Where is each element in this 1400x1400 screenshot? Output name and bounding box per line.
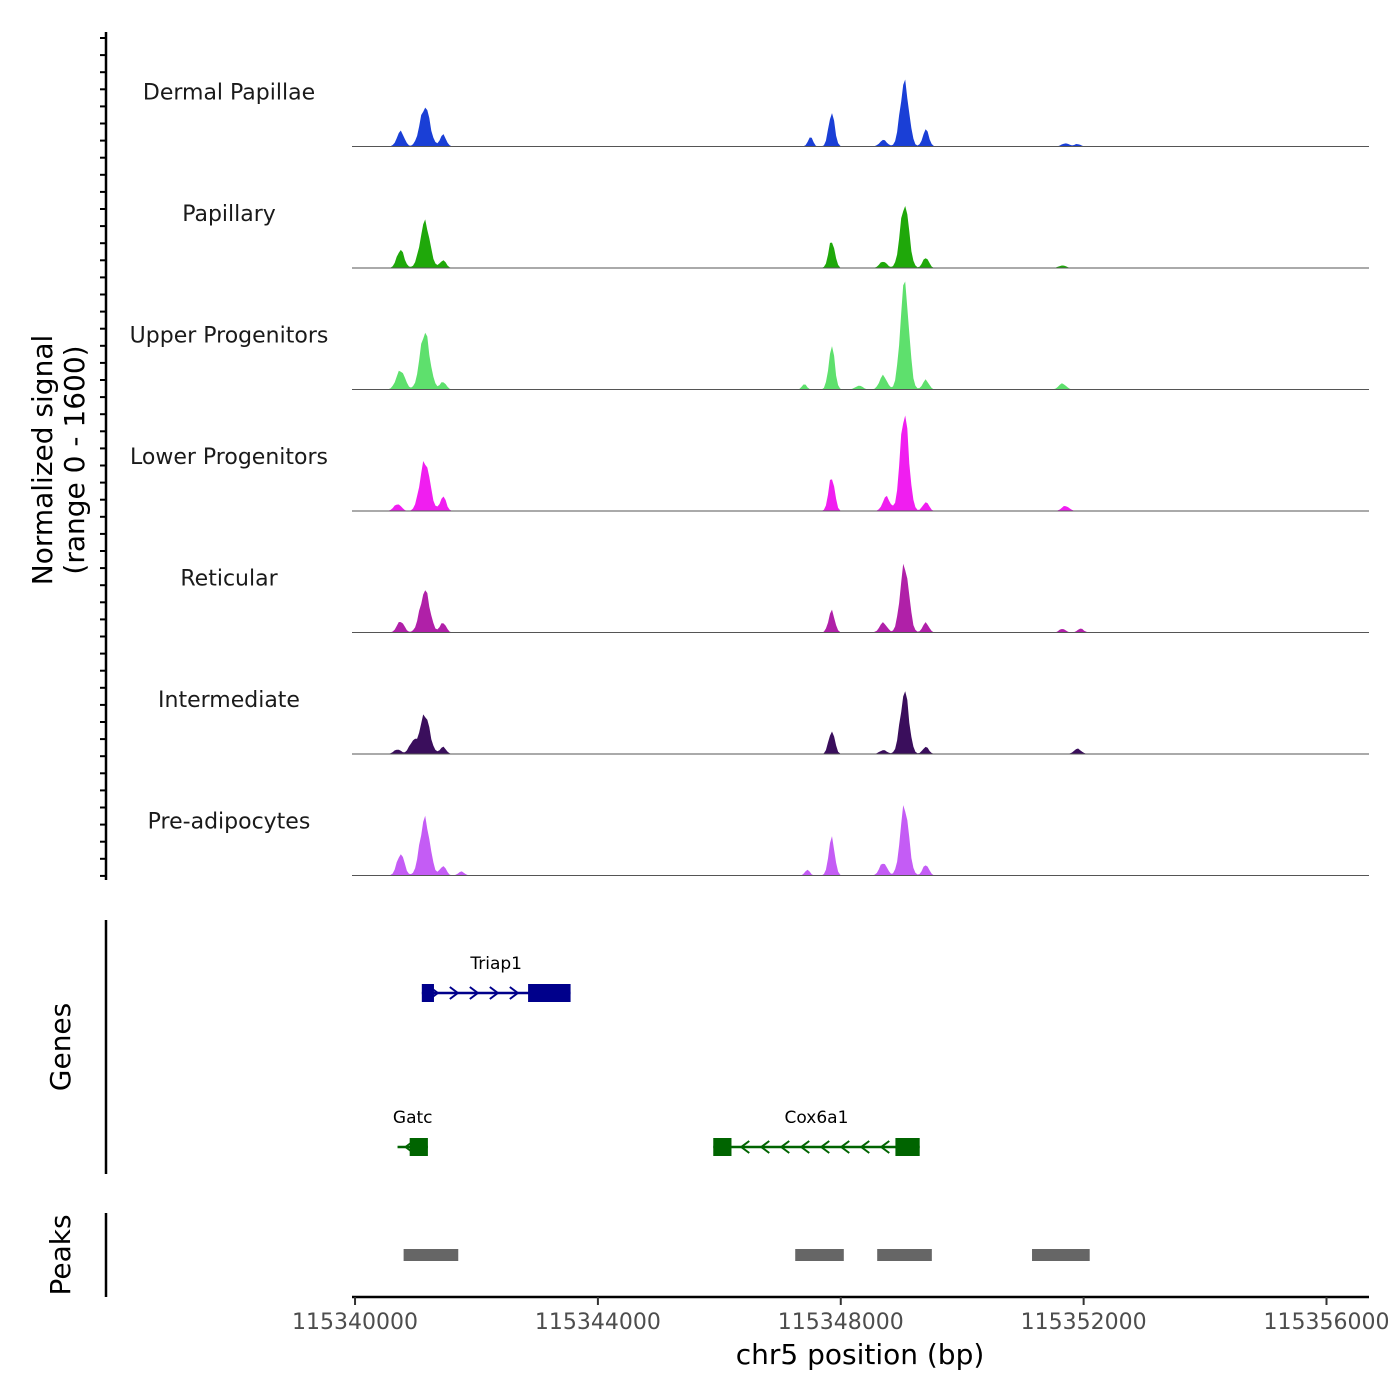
gene-exon: [409, 1138, 428, 1156]
gene-strand-chevron: [859, 1140, 870, 1154]
gene-strand-chevron: [799, 1140, 810, 1154]
track-upper-progenitors: Upper Progenitors: [130, 281, 1369, 390]
gene-strand-chevron: [819, 1140, 830, 1154]
gene-label: Cox6a1: [785, 1108, 849, 1128]
gene-strand-chevron: [779, 1140, 790, 1154]
track-label: Lower Progenitors: [130, 445, 328, 470]
gene-strand-chevron: [449, 986, 460, 1000]
gene-label: Triap1: [469, 954, 522, 974]
gene-exon: [528, 984, 571, 1002]
track-signal-area: [352, 805, 1369, 876]
track-label: Papillary: [182, 202, 276, 227]
track-label: Reticular: [180, 567, 278, 592]
y-axis-title-line1: Normalized signal: [26, 335, 59, 586]
gene-strand-chevron: [759, 1140, 770, 1154]
track-reticular: Reticular: [180, 563, 1369, 633]
peaks-panel-title: Peaks: [44, 1214, 77, 1295]
x-axis-tick-label: 115344000: [535, 1310, 661, 1335]
track-pre-adipocytes: Pre-adipocytes: [148, 805, 1369, 876]
track-signal-area: [352, 563, 1369, 633]
track-signal-area: [352, 281, 1369, 390]
track-intermediate: Intermediate: [158, 688, 1369, 755]
peaks-panel: [403, 1249, 1090, 1261]
track-label: Intermediate: [158, 688, 300, 713]
track-signal-area: [352, 206, 1369, 268]
track-signal-area: [352, 79, 1369, 147]
x-axis-tick-label: 115348000: [778, 1310, 904, 1335]
x-axis-ticks: 115340000 115344000 115348000 115352000 1153…: [292, 1297, 1389, 1335]
x-axis-tick-label: 115340000: [292, 1310, 418, 1335]
track-papillary: Papillary: [182, 202, 1369, 269]
gene-strand-chevron: [509, 986, 520, 1000]
track-label: Upper Progenitors: [130, 324, 329, 349]
gene-strand-chevron: [489, 986, 500, 1000]
coverage-tracks: Dermal Papillae Papillary Upper Progenitor…: [130, 79, 1369, 876]
x-axis-title: chr5 position (bp): [736, 1338, 985, 1371]
peak-region: [403, 1249, 459, 1261]
peak-region: [877, 1249, 932, 1261]
y-axis-title: Normalized signal (range 0 - 1600): [26, 335, 91, 586]
track-signal-area: [352, 415, 1369, 511]
x-axis-tick-label: 115352000: [1021, 1310, 1147, 1335]
track-label: Dermal Papillae: [143, 81, 315, 106]
genes-panel: Triap1 Gatc Cox6a1: [393, 954, 920, 1156]
peak-region: [795, 1249, 844, 1261]
gene-exon: [895, 1138, 920, 1156]
gene-strand-chevron: [879, 1140, 890, 1154]
coverage-y-axis-ticks: [100, 37, 106, 877]
track-lower-progenitors: Lower Progenitors: [130, 415, 1369, 512]
genes-panel-title: Genes: [44, 1003, 77, 1091]
gene-strand-chevron: [839, 1140, 850, 1154]
x-axis-tick-label: 115356000: [1264, 1310, 1390, 1335]
gene-cox6a1: Cox6a1: [713, 1108, 920, 1156]
track-signal-area: [352, 691, 1369, 754]
gene-triap1: Triap1: [421, 954, 571, 1002]
track-label: Pre-adipocytes: [148, 810, 311, 835]
gene-exon: [421, 984, 434, 1002]
peak-region: [1032, 1249, 1090, 1261]
y-axis-title-line2: (range 0 - 1600): [58, 345, 91, 574]
gene-label: Gatc: [393, 1108, 433, 1128]
track-dermal-papillae: Dermal Papillae: [143, 79, 1369, 147]
gene-gatc: Gatc: [393, 1108, 433, 1156]
gene-exon: [713, 1138, 732, 1156]
gene-strand-chevron: [739, 1140, 750, 1154]
gene-strand-chevron: [469, 986, 480, 1000]
